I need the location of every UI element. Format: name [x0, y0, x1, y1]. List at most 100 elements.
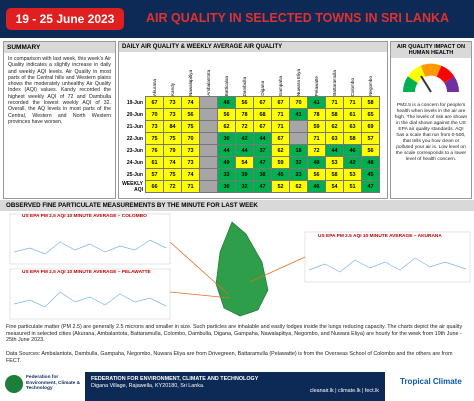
row-label: 23-Jun — [126, 147, 143, 154]
aqi-cell: 71 — [271, 108, 290, 121]
column-cell: Ambalantota — [200, 52, 218, 97]
aqi-cell: 47 — [253, 156, 272, 169]
column-cell: Gampaha — [272, 52, 290, 97]
column-cell: Battaramulla — [326, 52, 344, 97]
column-name: Akurana — [152, 78, 157, 96]
aqi-cell: 58 — [325, 108, 344, 121]
aqi-cell: 65 — [361, 108, 380, 121]
aqi-cell: 56 — [235, 96, 254, 109]
aqi-cell: 84 — [163, 120, 182, 133]
column-cell: Batticaloa — [218, 52, 236, 97]
aqi-cell: 48 — [361, 156, 380, 169]
column-name: Ambalantota — [206, 70, 211, 96]
aqi-cell: 36 — [217, 180, 236, 193]
aqi-cell: 74 — [181, 96, 200, 109]
aqi-cell: 74 — [163, 156, 182, 169]
row: 25-Jun 57 75 74 33 39 38 45 23 56 58 53 45 — [121, 168, 380, 181]
aqi-cell: 48 — [307, 156, 326, 169]
column-name: Colombo — [350, 77, 355, 96]
row-label: 22-Jun — [126, 135, 143, 142]
row-label: 19-Jun — [126, 99, 143, 106]
column-name: Digana — [260, 81, 265, 96]
aqi-cell: 58 — [361, 96, 380, 109]
sources: Data Sources: Ambalantota, Dambulla, Gam… — [6, 351, 453, 364]
column-name: Kandy — [170, 82, 175, 96]
aqi-cell: 73 — [145, 120, 164, 133]
row: WEEKLY AQI 66 72 71 36 32 47 52 62 46 54 51 47 — [121, 180, 380, 193]
aqi-cell: 54 — [235, 156, 254, 169]
aqi-cell: 68 — [253, 108, 272, 121]
date: 19 - 25 June 2023 — [6, 8, 124, 30]
aqi-cell: 71 — [325, 96, 344, 109]
aqi-cell: 70 — [145, 108, 164, 121]
aqi-cell: 36 — [217, 132, 236, 145]
table-box: DAILY AIR QUALITY & WEEKLY AVERAGE AIR Q… — [118, 41, 388, 199]
aqi-cell: 73 — [163, 108, 182, 121]
row-label: 25-Jun — [126, 171, 143, 178]
aqi-cell: 75 — [163, 132, 182, 145]
header-row: Akurana Kandy Nawalapitiya Ambalantota Batti… — [121, 52, 380, 97]
aqi-cell: 37 — [253, 144, 272, 157]
row: 21-Jun 73 84 75 62 72 67 71 59 62 63 69 — [121, 120, 380, 133]
aqi-cell: 53 — [325, 156, 344, 169]
column-name: Batticaloa — [224, 75, 229, 96]
logo-mark — [5, 375, 23, 393]
aqi-cell: 67 — [145, 96, 164, 109]
aqi-cell: 44 — [235, 144, 254, 157]
aqi-cell: 56 — [181, 108, 200, 121]
aqi-cell: 62 — [325, 120, 344, 133]
chart-title: US EPA PM 2.5 AQI 10 MINUTE AVERAGE – CO… — [22, 214, 147, 219]
aqi-cell: 75 — [181, 120, 200, 133]
aqi-cell: 78 — [307, 108, 326, 121]
aqi-cell: 38 — [253, 168, 272, 181]
aqi-cell: 67 — [271, 96, 290, 109]
links: cleanair.lk | climate.lk | fect.lk — [309, 388, 379, 394]
aqi-cell: 33 — [217, 168, 236, 181]
title: AIR QUALITY IN SELECTED TOWNS IN SRI LAN… — [146, 11, 450, 25]
aqi-cell: 32 — [289, 156, 308, 169]
chart-title: US EPA PM 2.5 AQI 10 MINUTE AVERAGE – PE… — [22, 270, 151, 275]
column-cell: Akurana — [146, 52, 164, 97]
aqi-cell: 75 — [145, 132, 164, 145]
aqi-cell: 73 — [163, 96, 182, 109]
aqi-cell: 41 — [307, 96, 326, 109]
row: 22-Jun 75 75 70 36 42 44 67 71 63 58 57 — [121, 132, 380, 145]
health-text: PM2.5 is a concern for people's health w… — [394, 103, 468, 162]
column-cell: Kandy — [164, 52, 182, 97]
aqi-cell — [199, 96, 218, 109]
aqi-cell: 23 — [289, 168, 308, 181]
aqi-cell — [289, 120, 308, 133]
aqi-cell: 18 — [289, 144, 308, 157]
aqi-cell: 63 — [325, 132, 344, 145]
aqi-cell: 52 — [271, 180, 290, 193]
aqi-cell: 46 — [343, 144, 362, 157]
aqi-cell: 62 — [289, 180, 308, 193]
address: Digana Village, Rajawella, KY20180, Sri … — [91, 383, 205, 389]
aqi-cell: 59 — [307, 120, 326, 133]
column-cell: Colombo — [344, 52, 362, 97]
footer: Federation for Environment, Climate & Te… — [0, 372, 474, 401]
column-name: Nawalapitiya — [188, 69, 193, 96]
chart-title: US EPA PM 2.5 AQI 10 MINUTE AVERAGE – AK… — [318, 234, 442, 239]
column-name: Pelawatte — [314, 75, 319, 96]
description: Fine particulate matter (PM 2.5) are gen… — [6, 324, 463, 344]
aqi-cell: 71 — [343, 96, 362, 109]
column-name: Dambulla — [242, 76, 247, 96]
summary-text: In comparison with last week, this week'… — [8, 56, 111, 125]
aqi-cell: 56 — [361, 144, 380, 157]
aqi-cell: 54 — [325, 180, 344, 193]
aqi-cell: 72 — [163, 180, 182, 193]
aqi-cell: 63 — [343, 120, 362, 133]
column-cell: Digana — [254, 52, 272, 97]
footer-band: FEDERATION FOR ENVIRONMENT, CLIMATE AND … — [85, 372, 385, 401]
aqi-cell: 45 — [361, 168, 380, 181]
aqi-cell: 79 — [163, 144, 182, 157]
aqi-cell — [199, 120, 218, 133]
aqi-cell: 57 — [145, 168, 164, 181]
row-label: 21-Jun — [126, 123, 143, 130]
aqi-cell: 58 — [343, 132, 362, 145]
aqi-cell: 45 — [271, 168, 290, 181]
corner — [121, 52, 146, 97]
aqi-cell — [199, 156, 218, 169]
